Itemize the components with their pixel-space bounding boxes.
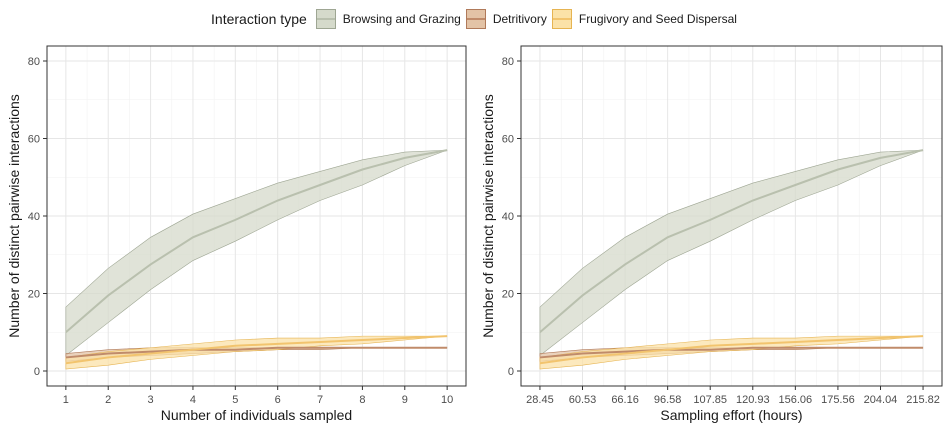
series-line-0 — [65, 149, 448, 334]
legend-title: Interaction type — [211, 11, 307, 27]
y-axis-title: Number of distinct pairwise interactions — [480, 94, 496, 338]
x-tick-label: 1 — [63, 394, 69, 406]
y-tick-label: 40 — [28, 211, 40, 223]
y-axis-title: Number of distinct pairwise interactions — [6, 94, 22, 338]
x-tick-label: 107.85 — [693, 394, 727, 406]
x-tick-label: 96.58 — [654, 394, 682, 406]
y-tick-label: 60 — [28, 134, 40, 146]
y-tick-label: 80 — [28, 56, 40, 68]
series-line-1 — [539, 346, 924, 359]
x-tick-label: 5 — [232, 394, 238, 406]
legend-label-detritivory: Detritivory — [492, 12, 547, 26]
x-tick-label: 9 — [402, 394, 408, 406]
series-line-1 — [65, 346, 448, 359]
x-tick-label: 28.45 — [526, 394, 554, 406]
y-tick-label: 40 — [502, 211, 514, 223]
legend-item-browsing: Browsing and Grazing — [315, 8, 461, 30]
legend: Interaction type Browsing and Grazing De… — [0, 6, 952, 32]
x-tick-label: 175.56 — [821, 394, 855, 406]
ribbon-0 — [539, 149, 924, 357]
y-tick-label: 80 — [502, 56, 514, 68]
x-tick-label: 6 — [275, 394, 281, 406]
series-line-2 — [65, 335, 448, 365]
x-axis-title: Sampling effort (hours) — [660, 407, 802, 423]
x-tick-label: 156.06 — [779, 394, 813, 406]
legend-key-browsing — [315, 8, 337, 30]
x-tick-label: 3 — [148, 394, 154, 406]
x-tick-label: 10 — [441, 394, 453, 406]
y-tick-label: 20 — [502, 289, 514, 301]
legend-key-detritivory — [465, 8, 487, 30]
x-tick-label: 120.93 — [736, 394, 770, 406]
legend-item-detritivory: Detritivory — [465, 8, 547, 30]
x-tick-label: 7 — [317, 394, 323, 406]
x-tick-label: 60.53 — [569, 394, 597, 406]
legend-label-frugivory: Frugivory and Seed Dispersal — [578, 12, 737, 26]
series-line-0 — [539, 149, 924, 334]
legend-label-browsing: Browsing and Grazing — [342, 12, 461, 26]
y-tick-label: 20 — [28, 289, 40, 301]
x-tick-label: 66.16 — [611, 394, 639, 406]
legend-item-frugivory: Frugivory and Seed Dispersal — [551, 8, 737, 30]
y-tick-label: 0 — [508, 366, 514, 378]
x-tick-label: 2 — [105, 394, 111, 406]
y-tick-label: 60 — [502, 134, 514, 146]
x-tick-label: 204.04 — [864, 394, 898, 406]
series-line-2 — [539, 335, 924, 365]
x-tick-label: 4 — [190, 394, 196, 406]
x-tick-label: 8 — [359, 394, 365, 406]
y-tick-label: 0 — [34, 366, 40, 378]
legend-key-frugivory — [551, 8, 573, 30]
x-axis-title: Number of individuals sampled — [161, 407, 352, 423]
ribbon-0 — [65, 149, 448, 357]
x-tick-label: 215.82 — [906, 394, 940, 406]
